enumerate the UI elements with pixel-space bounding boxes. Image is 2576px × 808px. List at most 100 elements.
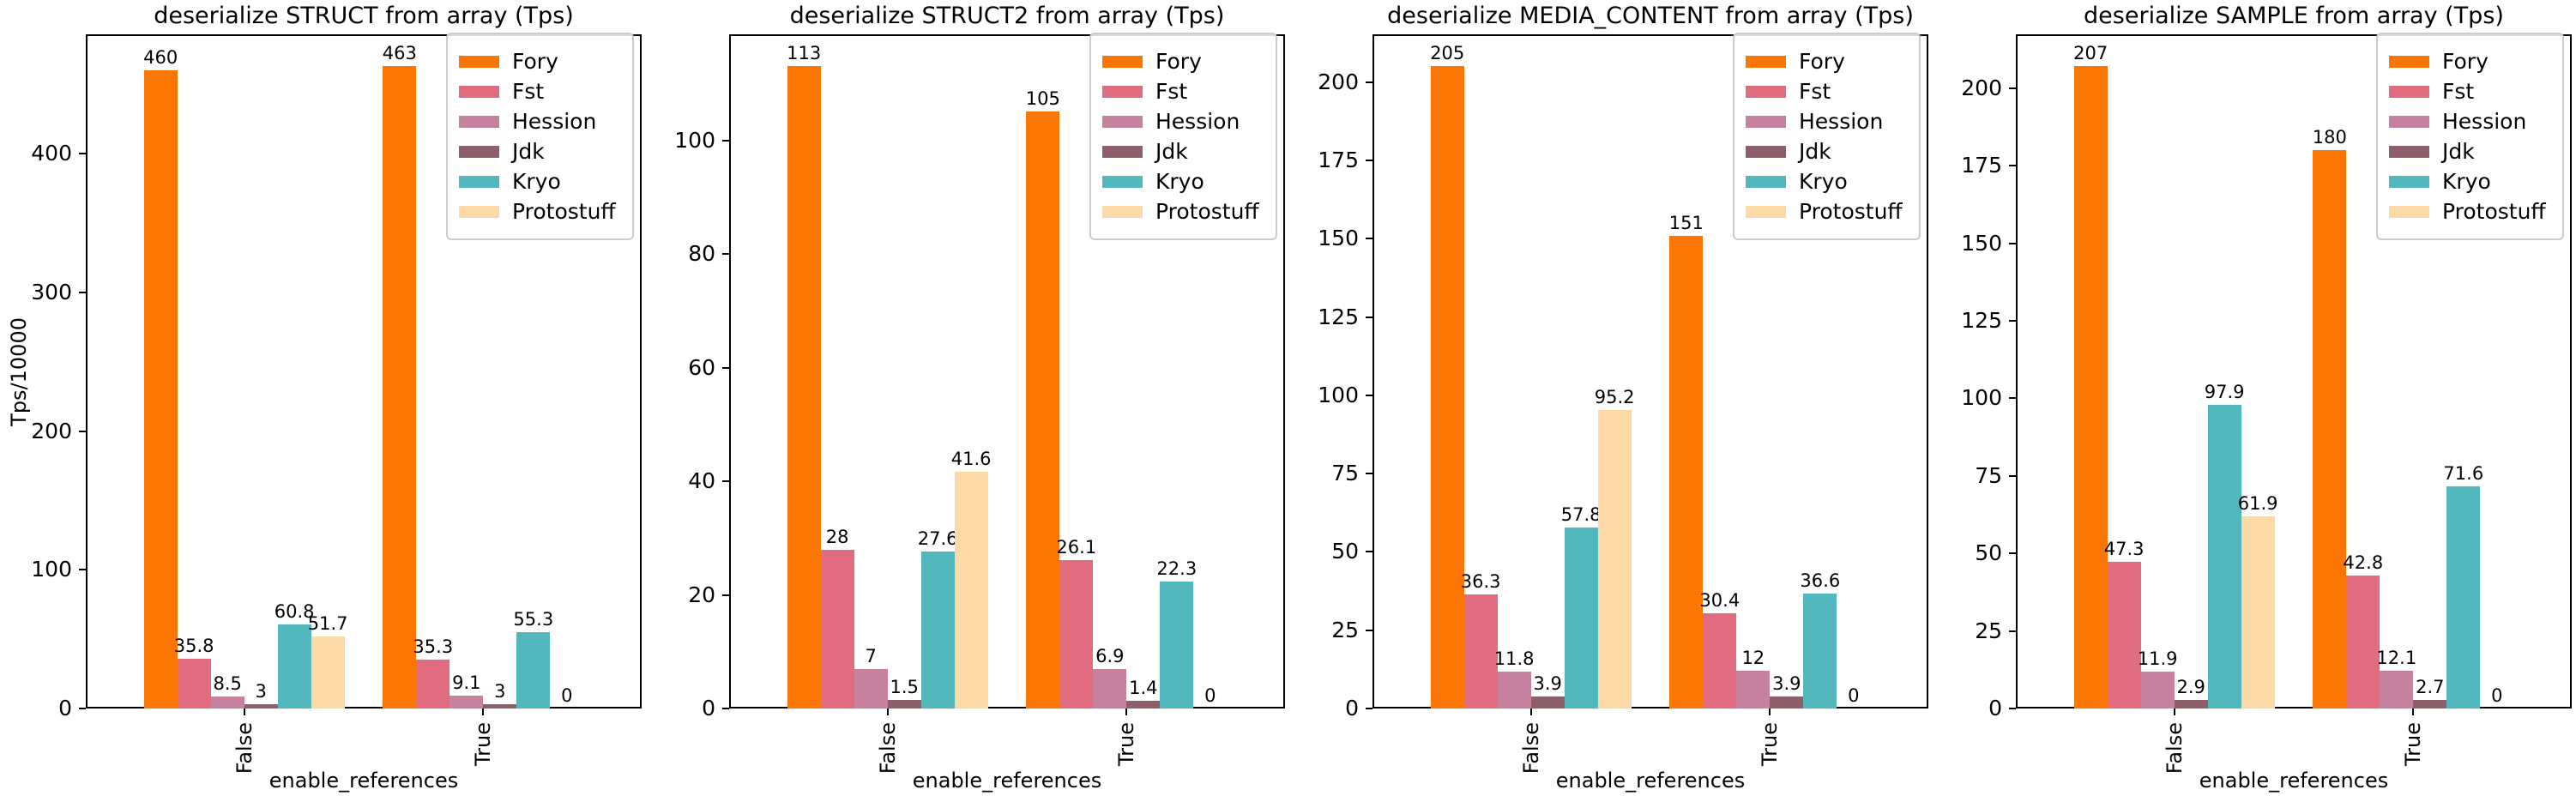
bar-value-label: 113 [787,43,822,64]
legend-entry-kryo: Kryo [1746,169,1910,194]
legend-label: Kryo [1799,169,1848,194]
x-axis-label: enable_references [2199,769,2389,793]
y-tick-mark [2009,319,2016,322]
bar-kryo-true [516,631,551,709]
bar-value-label: 97.9 [2204,381,2245,402]
bar-jdk-false [2174,699,2208,709]
y-tick-mark [2009,397,2016,400]
bar-value-label: 71.6 [2443,463,2484,485]
bar-fst-true [2346,576,2380,709]
legend-swatch-hession-icon [2389,115,2429,128]
y-tick-label: 125 [1961,307,2002,333]
legend-entry-fory: Fory [2389,49,2554,74]
x-tick-mark [2173,709,2175,715]
bar-jdk-false [244,704,278,709]
y-tick-label: 200 [1961,75,2002,100]
bar-kryo-false [1564,527,1598,709]
bar-kryo-true [1160,582,1194,709]
legend-entry-hession: Hession [1102,109,1267,134]
bar-fory-false [1430,66,1464,709]
y-tick-mark [1366,394,1372,396]
legend-label: Fory [2442,49,2489,74]
y-tick-label: 125 [1318,304,1359,329]
legend-entry-kryo: Kryo [2389,169,2554,194]
legend-entry-jdk: Jdk [1746,139,1910,164]
x-axis-label: enable_references [1555,769,1746,793]
bar-protostuff-false [2241,516,2275,709]
y-tick-mark [722,708,729,709]
bar-value-label: 36.3 [1460,571,1501,593]
bar-jdk-true [1126,700,1161,709]
legend-entry-hession: Hession [2389,109,2554,134]
legend-swatch-jdk-icon [1746,145,1786,158]
y-tick-label: 25 [1975,618,2002,643]
legend-label: Hession [512,109,597,134]
y-tick-mark [722,366,729,369]
legend-label: Protostuff [1799,199,1903,224]
bar-value-label: 41.6 [950,449,992,470]
bar-fory-false [143,70,178,709]
legend-entry-fst: Fst [1746,79,1910,104]
y-tick-mark [2009,630,2016,632]
bar-kryo-false [2207,404,2241,709]
legend-entry-jdk: Jdk [2389,139,2554,164]
legend-swatch-fory-icon [1102,55,1143,68]
legend-label: Fst [1799,79,1831,104]
x-tick-mark [482,709,485,715]
bar-value-label: 12.1 [2376,648,2417,669]
chart-deserialize-sample: deserialize SAMPLE from array (Tps) enab… [1930,0,2576,808]
legend-swatch-kryo-icon [1746,175,1786,188]
bar-value-label: 3.9 [1772,672,1801,694]
legend-label: Fory [512,49,558,74]
legend-entry-fory: Fory [1746,49,1910,74]
y-tick-label: 0 [1988,696,2002,721]
chart-title: deserialize MEDIA_CONTENT from array (Tp… [1387,3,1914,29]
legend-swatch-fory-icon [2389,55,2429,68]
bar-fst-false [1463,594,1498,709]
bar-fst-false [177,659,211,709]
y-tick-label: 0 [702,696,715,721]
chart-deserialize-media-content: deserialize MEDIA_CONTENT from array (Tp… [1287,0,1930,808]
x-tick-category-label: False [1518,722,1543,775]
legend-swatch-jdk-icon [459,145,499,158]
legend: Fory Fst Hession Jdk Kryo Protostuff [1733,33,1921,240]
y-tick-mark [722,253,729,256]
bar-fory-true [2313,150,2347,709]
bar-fory-false [2073,66,2108,709]
bar-value-label: 105 [1025,88,1060,110]
bar-fst-true [1059,560,1094,709]
bar-value-label: 3 [494,681,506,702]
bar-fory-true [1669,235,1704,709]
bar-value-label: 3 [255,681,267,702]
bar-value-label: 22.3 [1156,558,1198,580]
y-tick-mark [722,594,729,596]
y-tick-label: 175 [1961,153,2002,178]
y-tick-label: 100 [1961,385,2002,411]
bar-hession-false [854,668,888,709]
legend-swatch-fst-icon [1746,85,1786,98]
bar-fst-false [2107,561,2141,709]
legend-label: Fst [512,79,545,104]
chart-title: deserialize STRUCT from array (Tps) [154,3,574,29]
bar-jdk-true [2413,700,2447,709]
y-tick-label: 20 [688,582,715,607]
chart-deserialize-struct: deserialize STRUCT from array (Tps) Tps/… [0,0,643,808]
y-tick-mark [1366,708,1372,709]
legend-label: Fory [1155,49,1202,74]
y-tick-label: 40 [688,468,715,494]
bar-kryo-true [1803,594,1837,709]
y-tick-mark [1366,551,1372,553]
y-tick-label: 75 [1331,461,1359,486]
y-tick-label: 150 [1318,226,1359,251]
y-tick-label: 400 [31,141,72,166]
bar-value-label: 0 [1204,685,1216,706]
y-tick-mark [1366,159,1372,161]
bar-hession-false [210,696,244,709]
legend-label: Kryo [512,169,561,194]
legend-entry-kryo: Kryo [1102,169,1267,194]
bar-value-label: 60.8 [274,600,315,622]
y-tick-label: 25 [1331,617,1359,642]
legend-swatch-hession-icon [1746,115,1786,128]
legend-swatch-fst-icon [459,85,499,98]
